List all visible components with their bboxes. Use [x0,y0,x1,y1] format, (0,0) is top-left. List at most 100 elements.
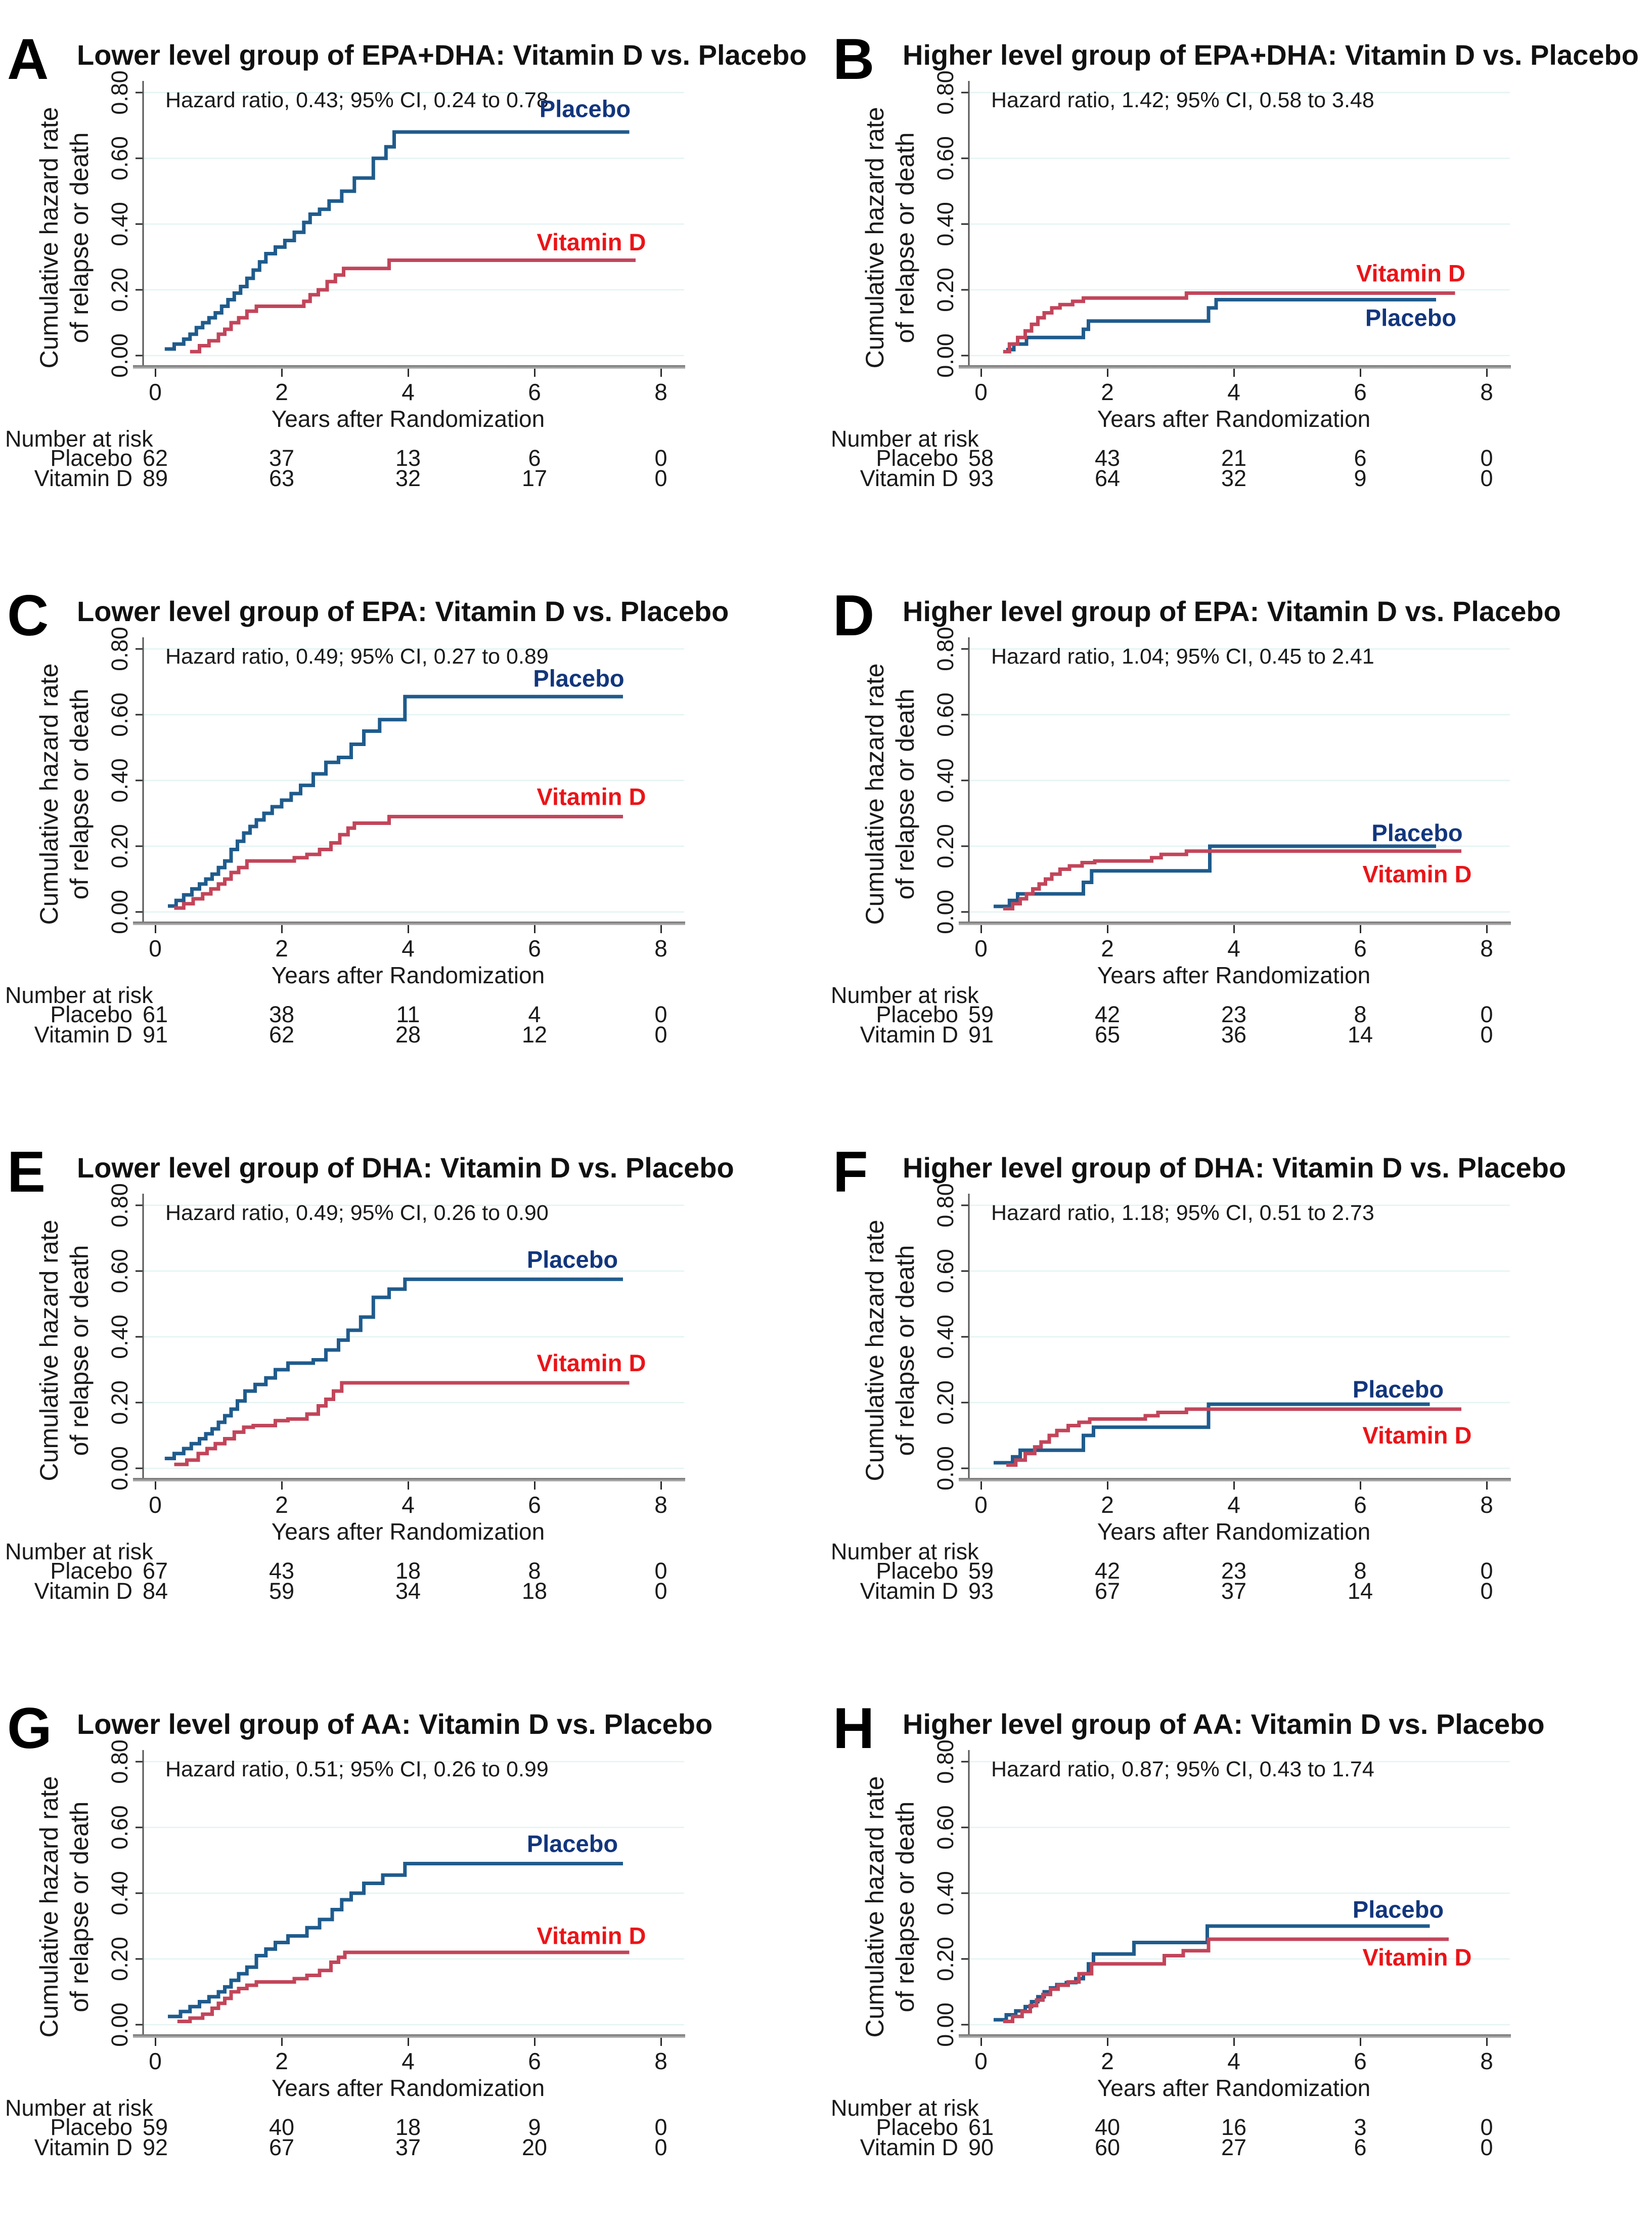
placebo-series-label: Placebo [1353,1376,1444,1403]
hazard-ratio-annotation: Hazard ratio, 0.49; 95% CI, 0.26 to 0.90 [165,1201,549,1225]
x-tick-label: 6 [528,379,541,405]
x-tick-label: 8 [1480,935,1493,962]
x-tick-mark [980,2038,982,2046]
x-tick-label: 8 [654,1492,667,1518]
x-tick-label: 2 [1101,379,1114,405]
risk-count: 93 [968,465,994,491]
y-tick-label: 0.20 [932,1937,958,1981]
risk-count: 40 [269,2114,295,2140]
x-tick-mark [660,369,662,377]
panel-g: G Lower level group of AA: Vitamin D vs. … [0,1669,826,2225]
panel-letter: G [7,1696,52,1761]
y-tick-label: 0.20 [107,824,132,868]
x-axis-label: Years after Randomization [1097,2075,1371,2101]
risk-count: 23 [1221,1001,1247,1027]
y-axis-label-line1: Cumulative hazard rate [861,1219,889,1481]
risk-count: 0 [1480,1578,1493,1604]
y-tick-label: 0.00 [107,2002,132,2047]
y-tick-label: 0.80 [107,627,132,671]
x-tick-mark [281,1481,283,1490]
risk-row-label: Vitamin D [34,465,132,491]
vitamin-d-curve [177,1950,630,2023]
x-tick-label: 2 [275,1492,288,1518]
risk-row-label: Placebo [876,1001,958,1027]
risk-count: 21 [1221,445,1247,471]
vitamin-d-curve [174,815,623,910]
risk-row-label: Vitamin D [34,1578,132,1604]
risk-row-label: Placebo [876,445,958,471]
x-axis-label: Years after Randomization [1097,962,1371,988]
risk-count: 59 [269,1578,295,1604]
y-tick-label: 0.00 [932,1446,958,1491]
risk-table-header: Number at risk [5,1539,153,1564]
plot-area: Hazard ratio, 0.51; 95% CI, 0.26 to 0.99… [136,1750,684,2036]
placebo-curve [164,1277,623,1460]
y-axis-label-line2: of relapse or death [65,1245,94,1456]
x-tick-mark [1106,2038,1108,2046]
x-tick-label: 2 [1101,1492,1114,1518]
x-axis-label: Years after Randomization [271,962,545,988]
y-tick-label: 0.40 [932,1315,958,1359]
risk-count: 67 [1094,1578,1121,1604]
vitamin-d-series-label: Vitamin D [537,1349,646,1376]
risk-count: 67 [269,2134,295,2160]
risk-count: 3 [1354,2114,1367,2140]
x-tick-label: 0 [974,935,988,962]
y-tick-label: 0.60 [107,692,132,737]
x-tick-label: 4 [401,2048,415,2074]
panel-title: Lower level group of EPA+DHA: Vitamin D … [77,39,807,71]
risk-count: 14 [1347,1578,1373,1604]
risk-count: 8 [1354,1558,1367,1584]
risk-count: 59 [968,1558,994,1584]
x-axis-line [959,1478,1511,1481]
hazard-ratio-annotation: Hazard ratio, 1.04; 95% CI, 0.45 to 2.41 [991,644,1374,669]
risk-count: 9 [528,2114,541,2140]
panel-a: A Lower level group of EPA+DHA: Vitamin D… [0,0,826,556]
y-axis-label-line1: Cumulative hazard rate [35,107,63,369]
risk-count: 84 [142,1578,168,1604]
x-tick-label: 0 [974,2048,988,2074]
x-axis-label: Years after Randomization [1097,406,1371,432]
x-tick-mark [980,925,982,933]
risk-count: 64 [1094,465,1121,491]
risk-count: 42 [1094,1001,1121,1027]
vitamin-d-series-label: Vitamin D [537,783,646,810]
x-tick-mark [154,1481,156,1490]
risk-row-label: Placebo [50,1558,132,1584]
y-tick-label: 0.40 [107,202,132,246]
placebo-series-label: Placebo [527,1830,618,1857]
x-tick-mark [660,925,662,933]
y-tick-label: 0.60 [107,1249,132,1293]
x-tick-label: 4 [1227,379,1240,405]
risk-table-header: Number at risk [5,426,153,452]
plot-area: Hazard ratio, 0.49; 95% CI, 0.27 to 0.89… [136,637,684,923]
x-tick-mark [1486,369,1488,377]
risk-row-label: Vitamin D [860,2134,958,2160]
y-tick-label: 0.80 [932,1183,958,1228]
x-tick-label: 2 [275,379,288,405]
y-axis-label-line1: Cumulative hazard rate [861,663,889,925]
risk-row-label: Vitamin D [34,2134,132,2160]
y-tick-label: 0.20 [932,268,958,312]
x-tick-mark [1486,925,1488,933]
y-tick-label: 0.60 [932,1805,958,1850]
risk-count: 0 [1480,445,1493,471]
risk-count: 93 [968,1578,994,1604]
risk-table-header: Number at risk [831,1539,979,1564]
risk-count: 38 [269,1001,295,1027]
risk-count: 40 [1094,2114,1121,2140]
placebo-series-label: Placebo [527,1246,618,1273]
y-tick-label: 0.60 [107,1805,132,1850]
placebo-curve [168,1862,623,2019]
x-tick-mark [1233,2038,1235,2046]
risk-row-label: Vitamin D [34,1022,132,1047]
risk-row-label: Vitamin D [860,465,958,491]
y-tick-label: 0.00 [107,890,132,934]
risk-count: 17 [521,465,548,491]
plot-area: Hazard ratio, 0.43; 95% CI, 0.24 to 0.78… [136,81,684,367]
risk-count: 65 [1094,1022,1121,1047]
x-tick-label: 6 [528,935,541,962]
x-tick-mark [407,369,409,377]
x-axis-line [133,1478,685,1481]
panel-letter: F [833,1140,868,1204]
